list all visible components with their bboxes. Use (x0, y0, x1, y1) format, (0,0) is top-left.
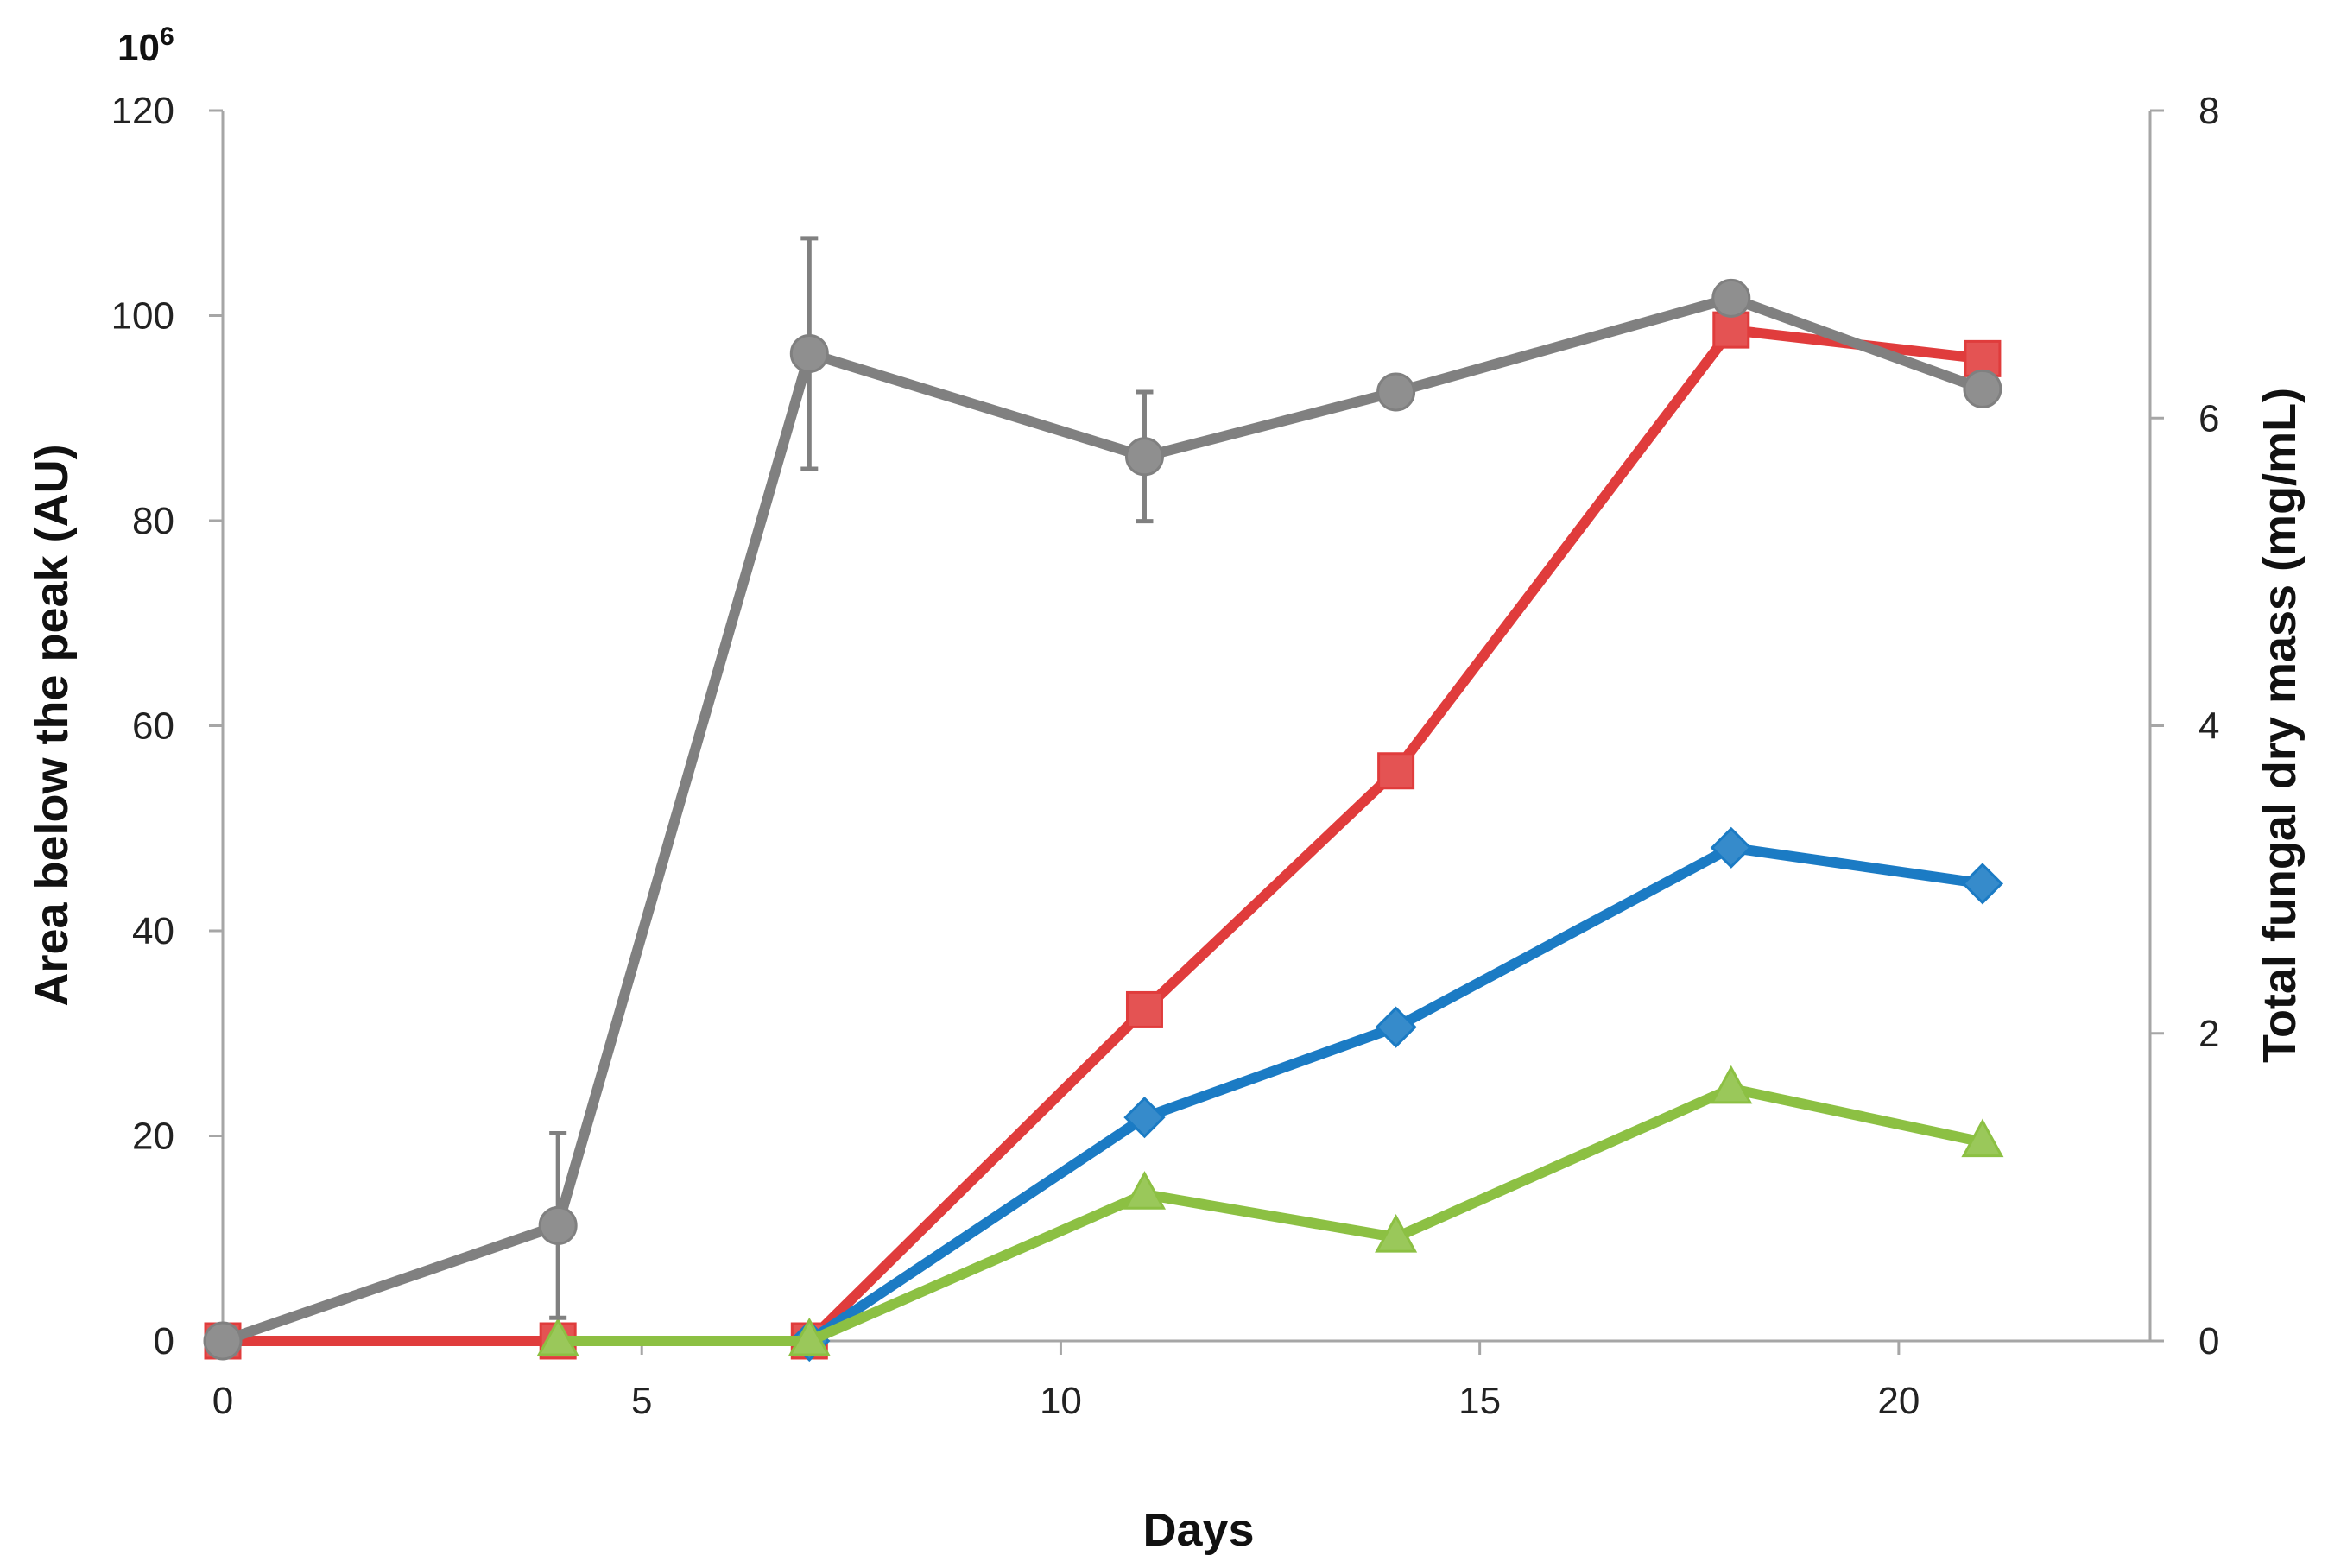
series-diamond (788, 826, 2004, 1363)
data-point-circle (789, 333, 829, 373)
data-point-circle (203, 1321, 243, 1361)
series-line (218, 293, 1988, 1346)
data-point-circle (1376, 372, 1416, 412)
y2-tick-label: 0 (2198, 1320, 2219, 1363)
data-point-circle (1711, 278, 1751, 318)
data-point-diamond (1375, 1006, 1417, 1048)
data-point-square (1964, 339, 2002, 377)
y-axis-title: Area below the peak (AU) (26, 444, 78, 1006)
x-axis-title: Days (1142, 1504, 1254, 1556)
series-line (218, 325, 1988, 1346)
series (203, 236, 2004, 1363)
data-point-triangle (1375, 1213, 1418, 1253)
y-axis-multiplier-exponent: 6 (160, 22, 174, 51)
data-point-circle (1124, 437, 1164, 477)
y-tick-label: 0 (154, 1320, 174, 1363)
data-point-circle (538, 1205, 578, 1245)
data-point-diamond (1961, 863, 2004, 905)
y-tick-label: 60 (132, 705, 174, 748)
y2-axis-title: Total fungal dry mass (mg/mL) (2254, 388, 2306, 1063)
y-tick-label: 20 (132, 1116, 174, 1158)
series-circle (203, 236, 2002, 1361)
y-axis-multiplier: 106 (117, 22, 174, 69)
data-point-triangle (536, 1317, 579, 1356)
x-tick-label: 0 (212, 1380, 233, 1422)
data-point-triangle (1710, 1065, 1753, 1104)
y-axis-multiplier-base: 10 (117, 27, 160, 69)
data-point-triangle (1123, 1171, 1167, 1210)
axes (209, 109, 2164, 1355)
data-point-diamond (1710, 826, 1752, 869)
y2-tick-label: 4 (2198, 705, 2219, 748)
x-tick-label: 5 (631, 1380, 652, 1422)
x-tick-label: 10 (1040, 1380, 1082, 1422)
x-tick-label: 20 (1877, 1380, 1920, 1422)
series-line (553, 1083, 1988, 1346)
y-tick-label: 80 (132, 500, 174, 542)
data-point-square (1125, 990, 1163, 1028)
y2-tick-label: 6 (2198, 397, 2219, 439)
y2-tick-label: 2 (2198, 1013, 2219, 1055)
y-tick-label: 40 (132, 910, 174, 952)
x-tick-label: 15 (1458, 1380, 1501, 1422)
data-point-triangle (1961, 1118, 2004, 1158)
y-tick-label: 100 (111, 295, 174, 338)
data-point-circle (1963, 369, 2002, 408)
data-point-diamond (1123, 1097, 1166, 1139)
data-point-triangle (788, 1317, 831, 1356)
data-point-square (1377, 752, 1415, 790)
series-triangle (536, 1065, 2004, 1356)
y2-tick-label: 8 (2198, 90, 2219, 132)
data-point-square (1712, 311, 1750, 349)
y-tick-label: 120 (111, 90, 174, 132)
